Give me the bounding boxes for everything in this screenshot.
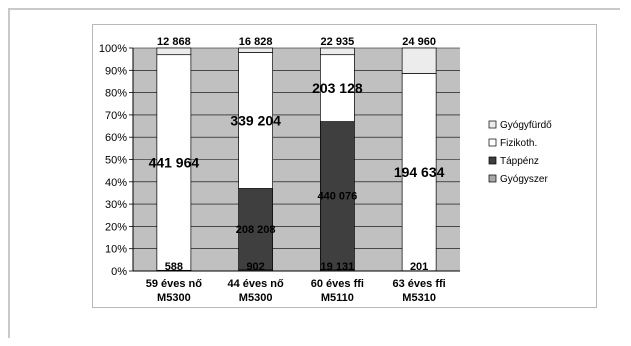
y-tick-label: 50%	[105, 155, 127, 167]
y-tick-label: 90%	[105, 65, 127, 77]
y-tick-label: 40%	[105, 177, 127, 189]
data-label: 588	[165, 261, 183, 273]
x-tick-label: 59 éves nő	[146, 278, 203, 290]
legend: Gyógyfürdő Fizikoth. Táppénz Gyógyszer	[488, 120, 552, 185]
legend-label: Táppénz	[500, 156, 539, 167]
bars	[156, 47, 437, 272]
data-label: 902	[246, 261, 264, 273]
x-tick-label: 44 éves nő	[227, 278, 284, 290]
data-label: 22 935	[321, 36, 355, 48]
bar-segment	[156, 47, 192, 56]
bar-segment	[238, 52, 273, 189]
frame-top-border	[8, 8, 620, 10]
legend-swatch	[488, 174, 497, 183]
x-axis: 59 éves nő M5300 44 éves nő M5300 60 éves ff…	[133, 270, 460, 304]
y-tick-label: 20%	[105, 221, 127, 233]
bar-segment	[320, 47, 355, 56]
x-tick-label: 63 éves ffi	[393, 278, 446, 290]
legend-swatch	[488, 120, 497, 129]
chart-container: 0% 10% 20% 30% 40% 50% 60% 70% 80% 90% 100% 59 éve…	[92, 24, 597, 308]
y-tick-label: 60%	[105, 132, 127, 144]
y-tick-label: 0%	[111, 266, 127, 278]
y-tick-label: 80%	[105, 88, 127, 100]
data-label: 16 828	[239, 36, 273, 48]
data-label: 203 128	[312, 80, 363, 96]
data-label: 12 868	[157, 36, 191, 48]
bar-segment	[401, 47, 437, 74]
legend-label: Gyógyfürdő	[500, 120, 552, 131]
data-label: 339 204	[230, 112, 281, 128]
stacked-percent-bar-chart: 0% 10% 20% 30% 40% 50% 60% 70% 80% 90% 100% 59 éve…	[99, 36, 552, 304]
frame-left-border	[8, 8, 10, 338]
data-label: 19 131	[321, 261, 355, 273]
x-tick-label: 60 éves ffi	[311, 278, 364, 290]
data-label: 194 634	[394, 164, 445, 180]
y-axis: 0% 10% 20% 30% 40% 50% 60% 70% 80% 90% 100%	[99, 43, 134, 278]
legend-swatch	[488, 156, 497, 165]
data-label: 24 960	[402, 36, 436, 48]
x-tick-label: M5110	[321, 292, 354, 304]
x-tick-label: M5310	[402, 292, 436, 304]
y-tick-label: 10%	[105, 244, 127, 256]
data-labels: 588 441 964 12 868 902 208 208 339 204 16 828 1…	[149, 36, 445, 273]
x-tick-label: M5300	[239, 292, 273, 304]
bar-segment	[320, 54, 355, 122]
data-label: 440 076	[317, 191, 357, 203]
y-tick-label: 30%	[105, 199, 127, 211]
x-tick-label: M5300	[157, 292, 191, 304]
y-tick-label: 100%	[99, 43, 127, 55]
data-label: 201	[410, 261, 428, 273]
bar-segment	[320, 121, 355, 271]
data-label: 208 208	[236, 224, 276, 236]
legend-label: Fizikoth.	[500, 138, 537, 149]
bar-segment	[401, 73, 437, 272]
bar-segment	[238, 47, 273, 53]
bar-segment	[238, 188, 273, 271]
bar-segment	[156, 54, 192, 271]
y-tick-label: 70%	[105, 110, 127, 122]
legend-label: Gyógyszer	[500, 174, 548, 185]
legend-swatch	[488, 138, 497, 147]
data-label: 441 964	[149, 155, 200, 171]
